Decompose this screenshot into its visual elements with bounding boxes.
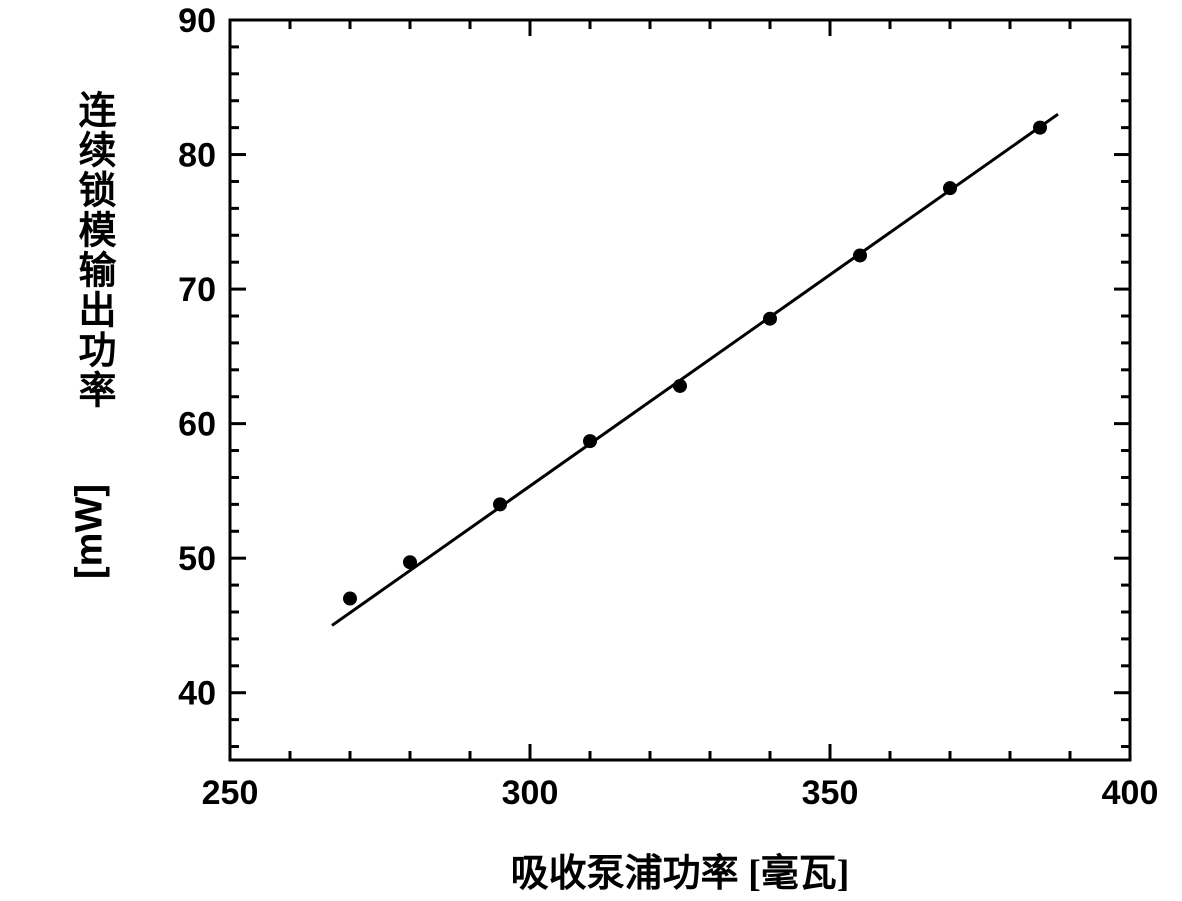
y-tick-label: 40: [178, 675, 216, 713]
chart-container: 连续锁模输出功率 [mW] 吸收泵浦功率 [毫瓦] 25030035040040…: [0, 0, 1182, 901]
data-point: [763, 312, 777, 326]
x-tick-label: 350: [802, 774, 859, 812]
y-tick-label: 80: [178, 136, 216, 174]
x-tick-label: 300: [502, 774, 559, 812]
x-tick-label: 250: [202, 774, 259, 812]
x-tick-label: 400: [1102, 774, 1159, 812]
data-point: [673, 379, 687, 393]
y-tick-label: 60: [178, 406, 216, 444]
y-tick-label: 50: [178, 540, 216, 578]
data-point: [943, 181, 957, 195]
data-point: [583, 434, 597, 448]
data-point: [403, 555, 417, 569]
y-tick-label: 70: [178, 271, 216, 309]
data-point: [853, 248, 867, 262]
data-point: [1033, 121, 1047, 135]
plot-svg: 250 300 350 400 40 50 60 70 80 90: [0, 0, 1182, 901]
data-point: [493, 497, 507, 511]
y-tick-label: 90: [178, 2, 216, 40]
data-point: [343, 592, 357, 606]
